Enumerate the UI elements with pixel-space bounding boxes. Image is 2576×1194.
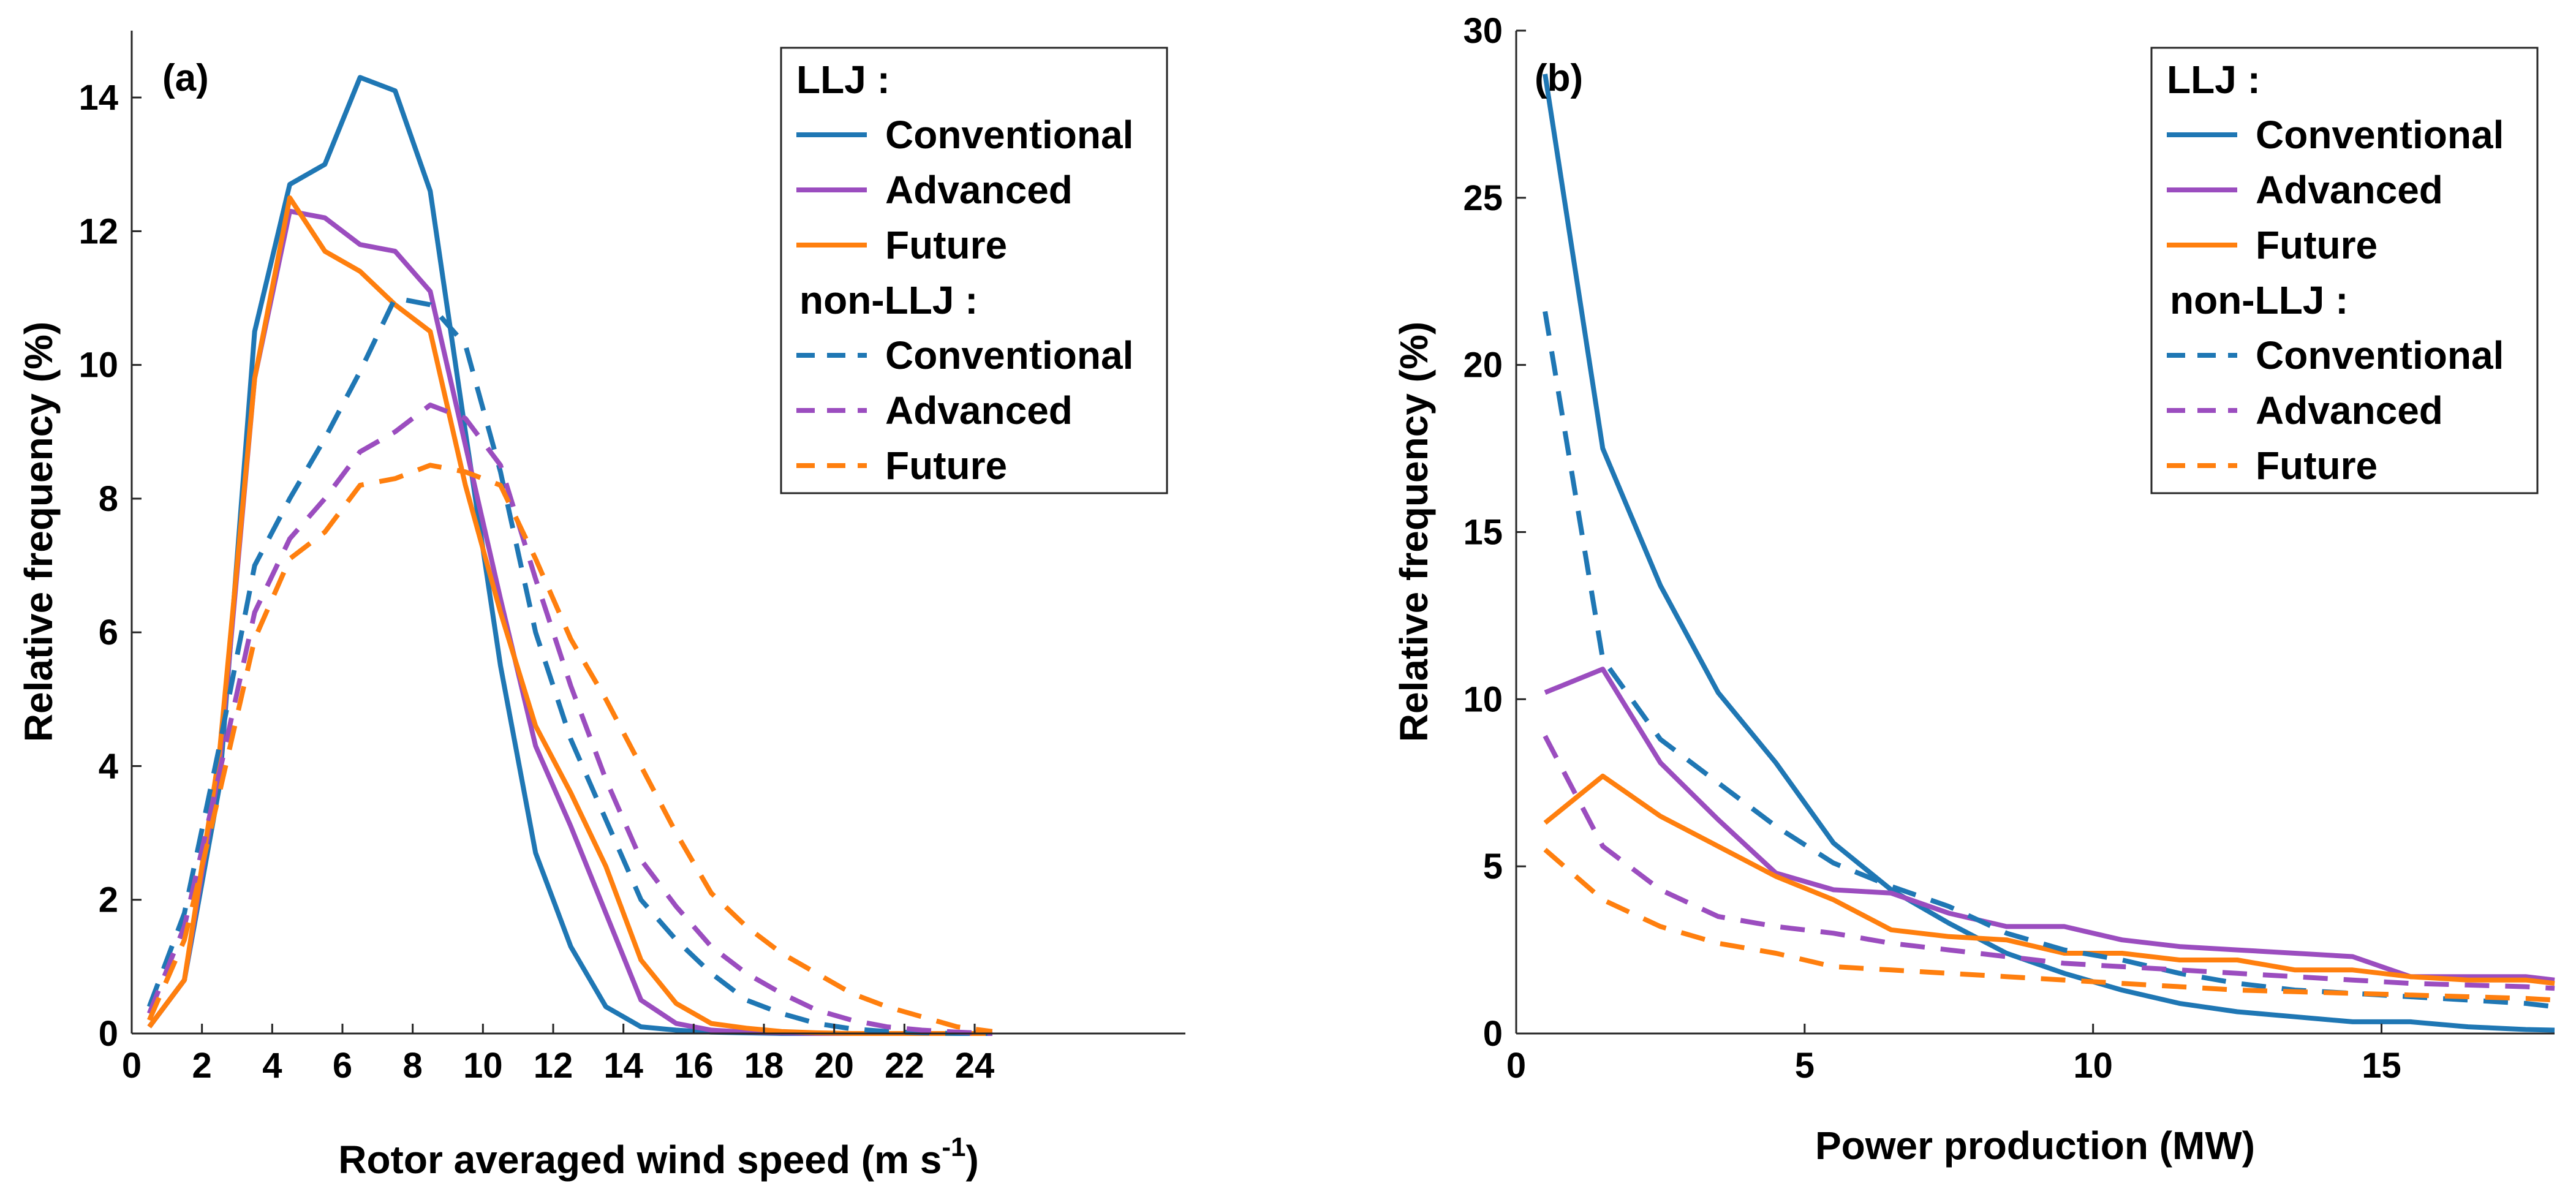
panel-b-y-axis-title: Relative frequency (%)	[1392, 322, 1436, 742]
panel-a-legend-box	[780, 47, 1168, 494]
panel-b-legend-entry: Future	[2256, 444, 2378, 488]
panel-a-x-axis-title: Rotor averaged wind speed (m s-1)	[338, 1132, 979, 1182]
panel-b-legend-entry: Conventional	[2256, 113, 2504, 157]
panel-b-series-llj-conventional	[1543, 74, 2555, 1033]
panel-b-legend-group-title: LLJ :	[2167, 58, 2261, 102]
panel-b-x-tick-label: 15	[2362, 1046, 2401, 1086]
panel-b-x-axis-title: Power production (MW)	[1815, 1124, 2255, 1168]
panel-a-x-tick-label: 10	[463, 1046, 503, 1086]
panel-b-series-non-llj-advanced	[1543, 735, 2555, 991]
panel-b-legend-entry: Advanced	[2256, 388, 2443, 433]
panel-a-legend-group-title: LLJ :	[796, 58, 890, 102]
panel-a-x-tick-label: 20	[814, 1046, 854, 1086]
panel-a-x-tick-label: 2	[192, 1046, 212, 1086]
panel-b-y-tick-label: 0	[1483, 1014, 1503, 1054]
panel-a-x-tick-label: 18	[744, 1046, 784, 1086]
panel-b-series-non-llj-future	[1543, 847, 2555, 1003]
panel-a-legend-entry: Advanced	[885, 388, 1073, 433]
panel-b-series-llj-future	[1543, 773, 2555, 986]
panel-b-y-tick-label: 20	[1463, 346, 1503, 385]
panel-b-x-tick-label: 5	[1795, 1046, 1815, 1086]
panel-a-y-tick-label: 2	[99, 880, 118, 920]
panel-a-series-non-llj-advanced	[146, 402, 992, 1036]
panel-b-legend-box	[2150, 47, 2539, 494]
panel-a-legend-entry: Advanced	[885, 168, 1073, 212]
panel-b-x-tick-label: 10	[2073, 1046, 2113, 1086]
panel-a-y-tick-label: 0	[99, 1014, 118, 1054]
panel-b-legend-entry: Advanced	[2256, 168, 2443, 212]
panel-a-y-tick-label: 8	[99, 479, 118, 519]
panel-a-x-tick-label: 22	[885, 1046, 924, 1086]
panel-b-x-tick-label: 0	[1506, 1046, 1526, 1086]
panel-a-y-tick-label: 14	[78, 78, 118, 118]
panel-a-legend-entry: Future	[885, 223, 1007, 267]
panel-b-legend-group-title: non-LLJ :	[2170, 278, 2348, 322]
panel-a-series-non-llj-future	[147, 463, 993, 1034]
panel-a-x-tick-label: 16	[674, 1046, 714, 1086]
panel-b-chart: 0 5 10 15 0 5 10 15 20 25 30 (b) Power production …	[1392, 11, 2555, 1168]
panel-b-legend: LLJ : Conventional Advanced Future non-LLJ :…	[2150, 47, 2539, 494]
panel-a-x-tick-label: 4	[262, 1046, 282, 1086]
panel-b-y-tick-label: 10	[1463, 679, 1503, 719]
panel-b-label: (b)	[1535, 57, 1583, 99]
panel-a-y-tick-label: 6	[99, 613, 118, 652]
panel-b-y-tick-label: 30	[1463, 11, 1503, 51]
panel-b-y-tick-label: 15	[1463, 513, 1503, 553]
panel-b-legend-entry: Conventional	[2256, 333, 2504, 377]
panel-a-y-tick-label: 10	[78, 346, 118, 385]
panel-a-legend-entry: Future	[885, 444, 1007, 488]
panel-a-legend-entry: Conventional	[885, 333, 1133, 377]
panel-b-y-tick-label: 5	[1483, 847, 1503, 886]
panel-a-y-axis-title: Relative frequency (%)	[17, 322, 61, 742]
panel-a-legend: LLJ : Conventional Advanced Future non-LLJ :…	[780, 47, 1168, 494]
panel-a-x-tick-label: 24	[955, 1046, 995, 1086]
panel-b-series-lines	[1543, 74, 2555, 1033]
panel-a-y-tick-label: 12	[78, 211, 118, 251]
panel-a-x-tick-label: 12	[534, 1046, 573, 1086]
panel-a-x-tick-label: 0	[122, 1046, 142, 1086]
panel-b-legend-entry: Future	[2256, 223, 2378, 267]
panel-a-axes	[130, 31, 1185, 1035]
panel-a-legend-entry: Conventional	[885, 113, 1133, 157]
panel-a-x-tick-label: 14	[603, 1046, 643, 1086]
panel-b-y-tick-label: 25	[1463, 178, 1503, 218]
panel-a-x-tick-label: 6	[333, 1046, 352, 1086]
panel-a-y-tick-label: 4	[99, 746, 118, 786]
panel-a-series-non-llj-conventional	[146, 295, 992, 1036]
panel-a-x-tick-label: 8	[403, 1046, 423, 1086]
panel-a-legend-group-title: non-LLJ :	[799, 278, 978, 322]
panel-b-ticks: 0 5 10 15 0 5 10 15 20 25 30	[1463, 11, 2401, 1086]
panel-a-label: (a)	[162, 57, 209, 99]
